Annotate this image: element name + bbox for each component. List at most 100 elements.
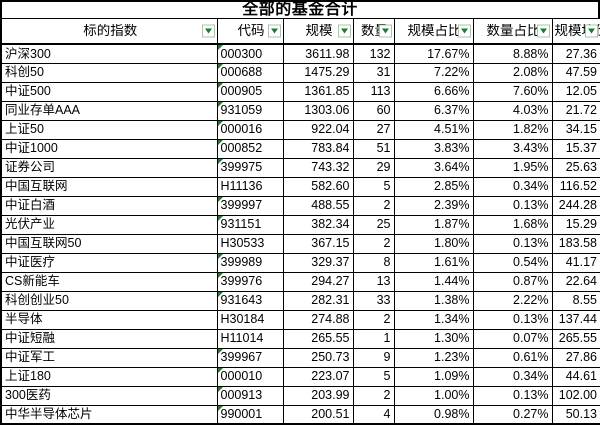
cell-count[interactable]: 9 <box>353 348 394 367</box>
filter-dropdown-icon[interactable] <box>379 25 392 38</box>
cell-count[interactable]: 1 <box>353 329 394 348</box>
cell-scale-ratio[interactable]: 17.67% <box>394 44 473 63</box>
cell-scale-ratio[interactable]: 6.37% <box>394 101 473 120</box>
cell-scale[interactable]: 582.60 <box>283 177 353 196</box>
cell-avg-scale[interactable]: 44.61 <box>552 367 600 386</box>
filter-dropdown-icon[interactable] <box>202 25 215 38</box>
cell-scale-ratio[interactable]: 1.61% <box>394 253 473 272</box>
cell-scale-ratio[interactable]: 1.30% <box>394 329 473 348</box>
cell-code[interactable]: 931059 <box>217 101 283 120</box>
cell-code[interactable]: H30533 <box>217 234 283 253</box>
cell-avg-scale[interactable]: 15.37 <box>552 139 600 158</box>
cell-index-name[interactable]: 科创50 <box>1 63 217 82</box>
cell-count[interactable]: 60 <box>353 101 394 120</box>
cell-scale[interactable]: 488.55 <box>283 196 353 215</box>
cell-count[interactable]: 132 <box>353 44 394 63</box>
cell-count[interactable]: 8 <box>353 253 394 272</box>
cell-count[interactable]: 51 <box>353 139 394 158</box>
cell-scale[interactable]: 367.15 <box>283 234 353 253</box>
cell-avg-scale[interactable]: 137.44 <box>552 310 600 329</box>
filter-dropdown-icon[interactable] <box>537 25 550 38</box>
cell-index-name[interactable]: 中国互联网 <box>1 177 217 196</box>
cell-scale-ratio[interactable]: 2.85% <box>394 177 473 196</box>
cell-index-name[interactable]: CS新能车 <box>1 272 217 291</box>
cell-avg-scale[interactable]: 15.29 <box>552 215 600 234</box>
cell-avg-scale[interactable]: 25.63 <box>552 158 600 177</box>
cell-count[interactable]: 33 <box>353 291 394 310</box>
cell-count-ratio[interactable]: 0.07% <box>473 329 552 348</box>
cell-count[interactable]: 29 <box>353 158 394 177</box>
cell-code[interactable]: H30184 <box>217 310 283 329</box>
cell-code[interactable]: 000016 <box>217 120 283 139</box>
cell-scale[interactable]: 203.99 <box>283 386 353 405</box>
cell-scale[interactable]: 743.32 <box>283 158 353 177</box>
filter-dropdown-icon[interactable] <box>458 25 471 38</box>
cell-avg-scale[interactable]: 102.00 <box>552 386 600 405</box>
cell-count[interactable]: 5 <box>353 177 394 196</box>
cell-count[interactable]: 2 <box>353 234 394 253</box>
cell-index-name[interactable]: 上证50 <box>1 120 217 139</box>
cell-code[interactable]: H11136 <box>217 177 283 196</box>
cell-count-ratio[interactable]: 1.95% <box>473 158 552 177</box>
cell-scale[interactable]: 1475.29 <box>283 63 353 82</box>
cell-scale-ratio[interactable]: 0.98% <box>394 405 473 424</box>
cell-avg-scale[interactable]: 8.55 <box>552 291 600 310</box>
cell-avg-scale[interactable]: 183.58 <box>552 234 600 253</box>
cell-scale[interactable]: 1303.06 <box>283 101 353 120</box>
cell-count[interactable]: 113 <box>353 82 394 101</box>
cell-avg-scale[interactable]: 244.28 <box>552 196 600 215</box>
cell-code[interactable]: 000300 <box>217 44 283 63</box>
cell-avg-scale[interactable]: 50.13 <box>552 405 600 424</box>
cell-code[interactable]: 399967 <box>217 348 283 367</box>
cell-scale-ratio[interactable]: 6.66% <box>394 82 473 101</box>
cell-code[interactable]: 931151 <box>217 215 283 234</box>
cell-index-name[interactable]: 中证军工 <box>1 348 217 367</box>
cell-avg-scale[interactable]: 265.55 <box>552 329 600 348</box>
cell-code[interactable]: 000010 <box>217 367 283 386</box>
cell-avg-scale[interactable]: 27.36 <box>552 44 600 63</box>
cell-code[interactable]: H11014 <box>217 329 283 348</box>
cell-count[interactable]: 25 <box>353 215 394 234</box>
cell-avg-scale[interactable]: 21.72 <box>552 101 600 120</box>
cell-index-name[interactable]: 科创创业50 <box>1 291 217 310</box>
cell-code[interactable]: 399975 <box>217 158 283 177</box>
cell-avg-scale[interactable]: 27.86 <box>552 348 600 367</box>
cell-count-ratio[interactable]: 0.34% <box>473 177 552 196</box>
cell-count-ratio[interactable]: 0.13% <box>473 234 552 253</box>
cell-code[interactable]: 399976 <box>217 272 283 291</box>
cell-count-ratio[interactable]: 2.22% <box>473 291 552 310</box>
cell-count-ratio[interactable]: 0.27% <box>473 405 552 424</box>
cell-count-ratio[interactable]: 7.60% <box>473 82 552 101</box>
cell-count-ratio[interactable]: 3.43% <box>473 139 552 158</box>
cell-scale[interactable]: 3611.98 <box>283 44 353 63</box>
cell-avg-scale[interactable]: 41.17 <box>552 253 600 272</box>
cell-avg-scale[interactable]: 34.15 <box>552 120 600 139</box>
cell-code[interactable]: 931643 <box>217 291 283 310</box>
cell-scale-ratio[interactable]: 1.80% <box>394 234 473 253</box>
cell-scale[interactable]: 783.84 <box>283 139 353 158</box>
cell-avg-scale[interactable]: 12.05 <box>552 82 600 101</box>
cell-count-ratio[interactable]: 1.82% <box>473 120 552 139</box>
cell-index-name[interactable]: 中证500 <box>1 82 217 101</box>
cell-count-ratio[interactable]: 0.13% <box>473 386 552 405</box>
cell-count-ratio[interactable]: 4.03% <box>473 101 552 120</box>
cell-scale-ratio[interactable]: 3.83% <box>394 139 473 158</box>
cell-index-name[interactable]: 中证1000 <box>1 139 217 158</box>
cell-scale-ratio[interactable]: 7.22% <box>394 63 473 82</box>
cell-scale-ratio[interactable]: 1.00% <box>394 386 473 405</box>
cell-code[interactable]: 000905 <box>217 82 283 101</box>
filter-dropdown-icon[interactable] <box>268 25 281 38</box>
cell-index-name[interactable]: 光伏产业 <box>1 215 217 234</box>
cell-scale-ratio[interactable]: 1.23% <box>394 348 473 367</box>
